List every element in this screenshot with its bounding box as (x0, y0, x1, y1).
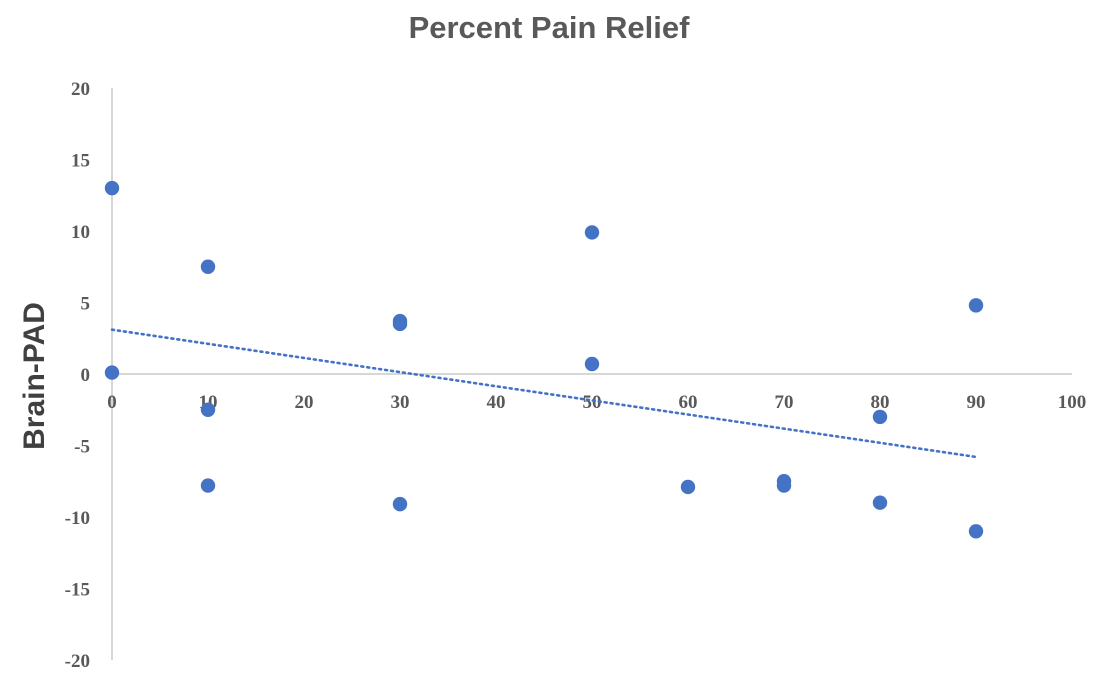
y-tick-label: 5 (81, 294, 91, 315)
y-tick-label: 0 (81, 365, 91, 386)
data-point (200, 478, 216, 493)
y-tick-label: -15 (65, 580, 90, 601)
x-tick-label: 100 (1058, 392, 1087, 413)
axes (111, 88, 1072, 660)
y-tick-labels: 20 15 10 5 0 -5 -10 -15 -20 (65, 79, 90, 672)
data-point (200, 402, 216, 417)
data-point (968, 298, 984, 313)
data-point (104, 180, 120, 196)
y-axis-label: Brain-PAD (18, 302, 51, 450)
trendline (110, 328, 978, 459)
data-point (680, 479, 696, 495)
data-point (872, 409, 888, 425)
x-tick-label: 60 (679, 392, 698, 413)
x-tick-label: 0 (107, 392, 117, 413)
data-point (104, 365, 120, 380)
data-point (392, 316, 408, 332)
y-tick-label: 10 (71, 222, 90, 243)
trendline-layer (110, 328, 978, 459)
y-tick-label: -20 (65, 651, 90, 672)
x-tick-label: 20 (295, 392, 314, 413)
data-points (104, 180, 984, 539)
data-point (392, 496, 408, 512)
y-tick-label: 20 (71, 79, 90, 100)
y-tick-label: -5 (74, 437, 90, 458)
data-point (968, 524, 984, 539)
chart-title: Percent Pain Relief (409, 10, 691, 45)
x-tick-label: 70 (775, 392, 794, 413)
x-tick-label: 50 (583, 392, 602, 413)
data-point (584, 356, 600, 372)
x-tick-label: 30 (391, 392, 410, 413)
y-tick-label: 15 (71, 151, 90, 172)
data-point (584, 225, 600, 240)
x-tick-label: 40 (487, 392, 506, 413)
x-tick-labels: 0 10 20 30 40 50 60 70 80 90 100 (107, 392, 1086, 413)
x-tick-label: 80 (871, 392, 890, 413)
data-point (872, 495, 888, 510)
data-point (200, 259, 216, 274)
x-tick-label: 90 (967, 392, 986, 413)
data-point (776, 478, 792, 493)
y-tick-label: -10 (65, 508, 90, 529)
